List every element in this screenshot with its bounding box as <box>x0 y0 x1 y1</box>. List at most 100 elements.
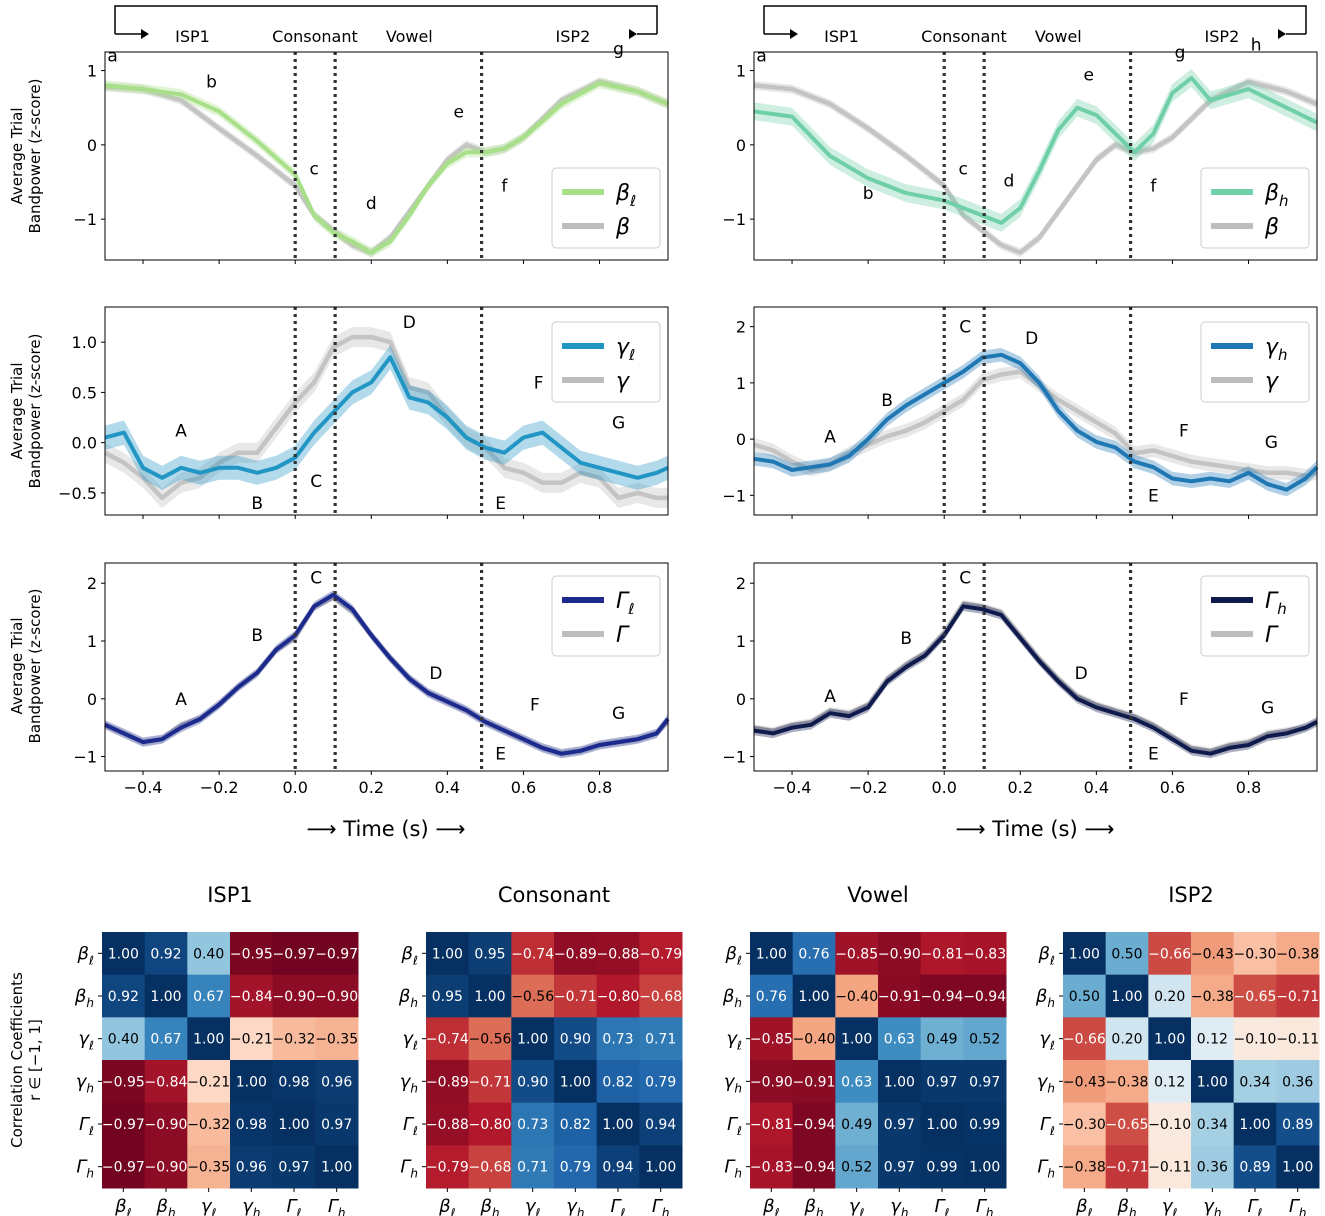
heatmap-value: −0.90 <box>273 989 316 1005</box>
row-label: γℓ <box>726 1029 742 1053</box>
heatmap-cell <box>963 932 1007 976</box>
heatmap-cell <box>596 974 640 1018</box>
heatmap-value: 0.67 <box>150 1032 181 1048</box>
heatmap-cell <box>1191 1145 1235 1189</box>
heatmap-value: −0.11 <box>1276 1032 1319 1048</box>
heatmap-value: 0.99 <box>969 1117 1000 1133</box>
heatmap-cell <box>511 932 555 976</box>
heatmap-cell <box>426 1145 470 1189</box>
y-tick-label: −0.5 <box>58 484 97 503</box>
heatmap-cell <box>1105 974 1149 1018</box>
heatmap-cell <box>639 932 683 976</box>
heatmap-cell <box>1148 932 1192 976</box>
heatmap-value: −0.83 <box>750 1160 793 1176</box>
heatmap-value: 0.36 <box>1197 1160 1228 1176</box>
series-line <box>753 79 1318 255</box>
heatmap-cell <box>792 974 836 1018</box>
series-line <box>753 76 1318 225</box>
heatmap-value: 0.95 <box>474 946 505 962</box>
heatmap-title: ISP1 <box>207 883 253 907</box>
heatmap-value: −0.68 <box>639 989 682 1005</box>
legend-box <box>1200 321 1310 403</box>
row-label: Γℓ <box>403 1114 418 1138</box>
heatmap-value: −0.90 <box>878 946 921 962</box>
point-annotation: A <box>175 422 187 442</box>
series-band <box>105 78 668 258</box>
line-panel-Gamma-high: 2 1 0 −1 −0.4 −0.2 0.0 0.2 0.4 0.6 0.8 A B C D E F G Γh Γ <box>722 562 1319 797</box>
y-axis-label-line: Bandpower (z-score) <box>26 79 44 234</box>
heatmap-cell <box>835 932 879 976</box>
row-label: γh <box>400 1071 418 1095</box>
legend: γh γ <box>1200 321 1310 403</box>
heatmap-value: −0.68 <box>469 1160 512 1176</box>
row-label: βh <box>398 986 418 1010</box>
heatmap-value: −0.10 <box>1148 1117 1191 1133</box>
col-label: βh <box>155 1196 175 1216</box>
row-label: βh <box>1035 986 1055 1010</box>
heatmap-value: −0.84 <box>145 1074 188 1090</box>
heatmap-cell <box>963 974 1007 1018</box>
heatmap-cell <box>1233 974 1277 1018</box>
heatmap-cell <box>1233 932 1277 976</box>
heatmap-value: 0.90 <box>517 1074 548 1090</box>
heatmap-value: −0.91 <box>793 1074 836 1090</box>
heatmap-cell <box>596 1145 640 1189</box>
col-label: Γh <box>976 1196 994 1216</box>
heatmap-value: 0.79 <box>560 1160 591 1176</box>
row-label: Γℓ <box>79 1114 94 1138</box>
point-annotation: E <box>495 745 506 765</box>
heatmap-cell <box>1063 1145 1107 1189</box>
heatmap-value: −0.89 <box>554 946 597 962</box>
heatmap-cell <box>596 1102 640 1146</box>
point-annotation: C <box>310 568 322 588</box>
heatmap-cell <box>920 1017 964 1061</box>
heatmap-value: 0.71 <box>517 1160 548 1176</box>
legend-label: γℓ <box>616 335 635 364</box>
point-annotation: b <box>863 184 874 204</box>
heatmap-cell <box>792 1060 836 1104</box>
heatmap-cell <box>750 1060 794 1104</box>
x-tick-label: 0.6 <box>511 778 536 797</box>
row-label: βℓ <box>401 943 419 967</box>
legend: βh β <box>1200 167 1310 249</box>
legend: Γℓ Γ <box>551 575 661 657</box>
heatmap-cell <box>750 1145 794 1189</box>
point-annotation: B <box>251 494 263 514</box>
heatmap-value: −0.90 <box>145 1160 188 1176</box>
x-tick-label: −0.2 <box>849 778 888 797</box>
legend: Γh Γ <box>1200 575 1310 657</box>
heatmap-cell <box>144 1060 188 1104</box>
heatmap-value: −0.38 <box>1106 1074 1149 1090</box>
heatmap-value: 0.92 <box>150 946 181 962</box>
heatmap-cell <box>1063 974 1107 1018</box>
legend-label: γh <box>1265 335 1288 364</box>
heatmap-cell <box>750 974 794 1018</box>
heatmap-value: −0.40 <box>793 1032 836 1048</box>
x-tick-label: 0.4 <box>1084 778 1109 797</box>
heatmap-value: −0.38 <box>1063 1160 1106 1176</box>
heatmap-value: 1.00 <box>1239 1117 1270 1133</box>
heatmap-cell <box>1233 1017 1277 1061</box>
heatmap-value: 0.79 <box>645 1074 676 1090</box>
heatmap-value: 0.90 <box>560 1032 591 1048</box>
bracket-line <box>114 5 658 34</box>
heatmap-cell <box>1148 1060 1192 1104</box>
y-tick-label: −1 <box>722 486 746 505</box>
point-annotation: D <box>429 664 442 684</box>
heatmap-value: 0.76 <box>798 946 829 962</box>
col-label: Γℓ <box>287 1196 302 1216</box>
heatmap-value: 0.40 <box>108 1032 139 1048</box>
row-label: βℓ <box>1038 943 1056 967</box>
heatmap-value: 0.96 <box>321 1074 352 1090</box>
phase-label: Vowel <box>1035 27 1082 46</box>
heatmap-value: −0.89 <box>426 1074 469 1090</box>
heatmap-value: 0.97 <box>969 1074 1000 1090</box>
col-label: βh <box>1116 1196 1136 1216</box>
heatmap-value: −0.80 <box>597 989 640 1005</box>
y-axis-label-line: Bandpower (z-score) <box>26 589 44 744</box>
legend-label: γ <box>1265 369 1279 394</box>
heatmap-cell <box>878 974 922 1018</box>
y-tick-label: 2 <box>736 318 746 337</box>
x-tick-label: 0.2 <box>359 778 384 797</box>
